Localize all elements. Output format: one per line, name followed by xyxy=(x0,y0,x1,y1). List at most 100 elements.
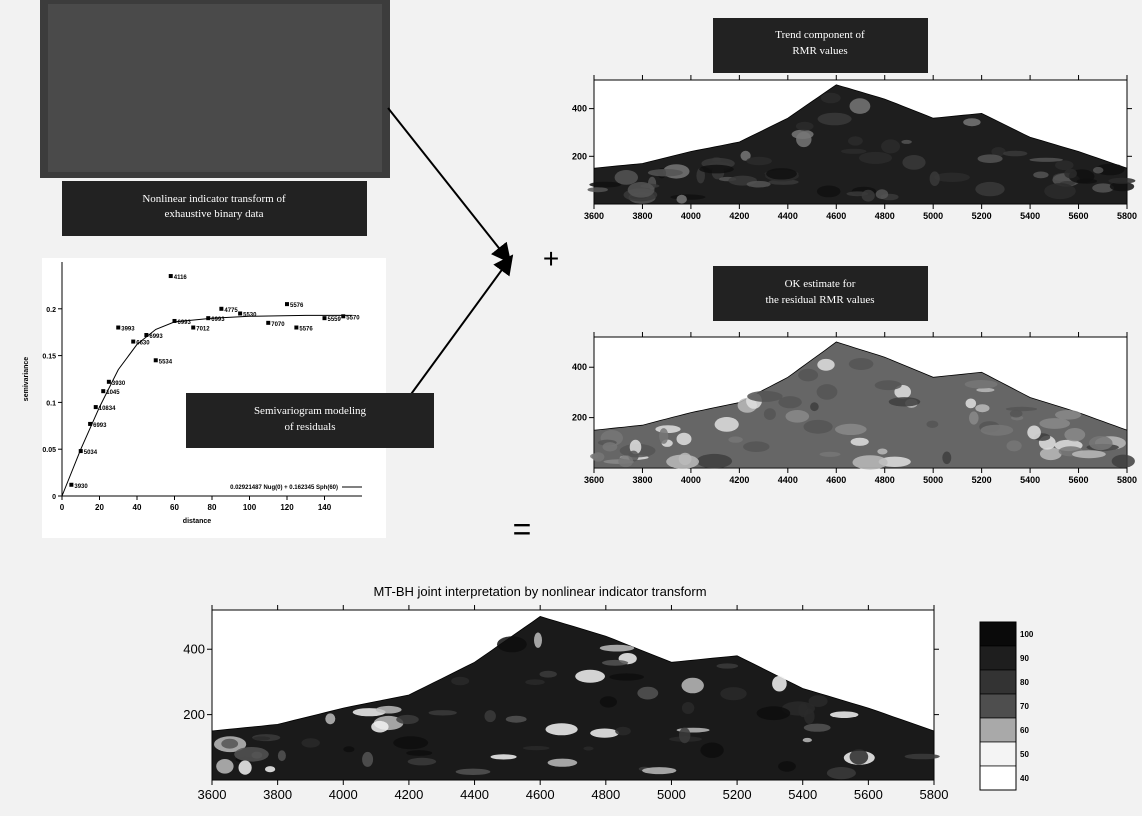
point-label: 5576 xyxy=(299,327,313,333)
x-tick-label: 4000 xyxy=(329,787,358,802)
section-texture xyxy=(696,453,733,469)
x-tick-label: 4200 xyxy=(729,211,749,221)
x-tick-label: 5200 xyxy=(723,787,752,802)
x-tick-label: 4800 xyxy=(591,787,620,802)
section-texture xyxy=(393,736,429,750)
section-texture xyxy=(1003,150,1028,157)
data-point xyxy=(69,482,74,487)
section-texture xyxy=(642,767,677,775)
x-tick-label: 100 xyxy=(243,503,257,512)
x-tick-label: 4400 xyxy=(460,787,489,802)
colorbar-label: 60 xyxy=(1020,726,1029,735)
data-point xyxy=(206,316,211,321)
section-texture xyxy=(371,720,389,733)
section-texture xyxy=(816,384,838,400)
section-texture xyxy=(265,766,276,773)
section-texture xyxy=(1072,450,1106,459)
trend-label-line1: Trend component of xyxy=(775,29,865,41)
section-texture xyxy=(1027,425,1041,440)
point-label: 3930 xyxy=(74,484,88,490)
section-texture xyxy=(655,425,681,433)
x-tick-label: 120 xyxy=(280,503,294,512)
section-texture xyxy=(221,738,239,749)
x-tick-label: 3600 xyxy=(584,211,604,221)
section-texture xyxy=(1044,183,1076,200)
point-label: 5530 xyxy=(243,312,257,318)
x-tick-label: 4400 xyxy=(778,211,798,221)
section-texture xyxy=(618,455,634,468)
point-label: 6993 xyxy=(178,320,192,326)
y-tick-label: 400 xyxy=(572,104,587,114)
section-texture xyxy=(277,750,286,762)
section-texture xyxy=(888,397,921,407)
section-texture xyxy=(976,387,995,393)
section-texture xyxy=(534,632,542,648)
arrow-to-ok xyxy=(397,254,514,413)
section-texture xyxy=(975,404,990,413)
x-tick-label: 4800 xyxy=(875,211,895,221)
section-texture xyxy=(627,182,655,198)
section-texture xyxy=(991,147,1006,157)
equals-operator: = xyxy=(513,511,532,547)
section-texture xyxy=(587,187,608,193)
section-texture xyxy=(343,746,355,753)
indicator-label-box xyxy=(62,181,367,236)
point-label: 7070 xyxy=(271,322,285,328)
point-label: 10834 xyxy=(99,406,116,412)
point-label: 7012 xyxy=(196,327,210,333)
y-tick-label: 200 xyxy=(183,707,205,722)
x-tick-label: 5800 xyxy=(1117,475,1137,485)
colorbar-label: 40 xyxy=(1020,774,1029,783)
colorbar-swatch xyxy=(979,693,1017,719)
section-texture xyxy=(964,380,998,389)
data-point xyxy=(116,325,121,330)
point-label: 3993 xyxy=(121,327,135,333)
section-texture xyxy=(375,705,402,714)
section-texture xyxy=(850,437,869,446)
section-texture xyxy=(804,708,815,724)
arrow-to-trend xyxy=(387,107,512,264)
section-texture xyxy=(901,139,912,144)
x-tick-label: 5000 xyxy=(923,475,943,485)
section-texture xyxy=(785,410,810,423)
section-texture xyxy=(835,423,867,435)
section-texture xyxy=(841,148,867,154)
section-texture xyxy=(1095,163,1125,176)
data-point xyxy=(191,325,196,330)
section-texture xyxy=(602,659,629,666)
x-tick-label: 5400 xyxy=(1020,211,1040,221)
section-texture xyxy=(1064,168,1077,179)
x-tick-label: 5400 xyxy=(1020,475,1040,485)
data-point xyxy=(88,421,93,426)
y-tick-label: 0 xyxy=(52,494,56,501)
data-point xyxy=(106,379,111,384)
data-point xyxy=(101,389,106,394)
semivariogram-label-line2: of residuals xyxy=(284,421,335,433)
data-point xyxy=(266,320,271,325)
section-texture xyxy=(545,723,578,736)
data-point xyxy=(285,302,289,307)
x-tick-label: 4600 xyxy=(826,475,846,485)
data-point xyxy=(144,333,149,338)
section-texture xyxy=(929,171,940,186)
section-texture xyxy=(1009,409,1023,418)
trend-label-box xyxy=(713,18,928,73)
section-texture xyxy=(877,448,888,455)
section-texture xyxy=(592,452,605,462)
section-texture xyxy=(525,679,545,685)
x-tick-label: 140 xyxy=(318,503,332,512)
data-point xyxy=(78,449,83,454)
y-tick-label: 0.15 xyxy=(42,354,56,361)
colorbar-swatch xyxy=(979,741,1017,767)
section-texture xyxy=(772,675,787,692)
x-tick-label: 4800 xyxy=(875,475,895,485)
section-texture xyxy=(1006,440,1022,452)
section-texture xyxy=(497,636,527,653)
section-texture xyxy=(1033,171,1049,179)
x-tick-label: 0 xyxy=(60,503,65,512)
section-texture xyxy=(1111,454,1135,468)
section-texture xyxy=(362,751,374,767)
section-texture xyxy=(589,181,621,188)
indicator-label-line2: exhaustive binary data xyxy=(165,208,264,220)
